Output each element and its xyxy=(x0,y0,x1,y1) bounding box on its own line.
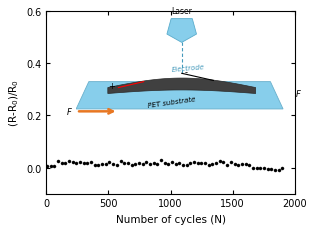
Y-axis label: (R-R$_0$)/R$_0$: (R-R$_0$)/R$_0$ xyxy=(7,79,20,127)
X-axis label: Number of cycles (N): Number of cycles (N) xyxy=(116,214,225,224)
